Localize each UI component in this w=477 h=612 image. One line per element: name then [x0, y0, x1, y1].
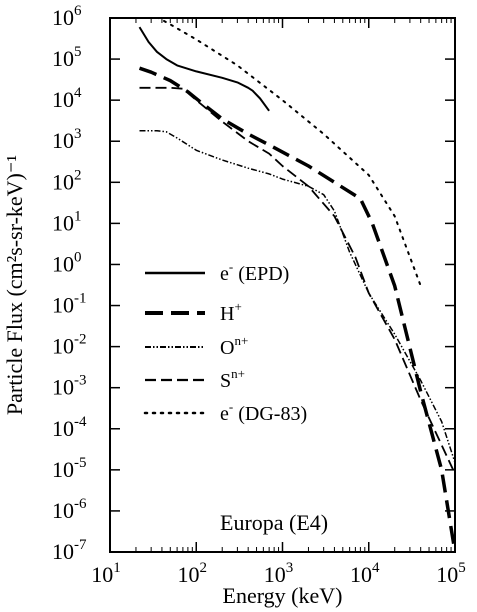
x-tick-label: 102 [178, 560, 208, 587]
ticks-layer: 101 102 103 104 105 106 105 104 103 102 101 100 10-1… [52, 3, 466, 587]
y-tick-label: 100 [52, 249, 82, 276]
y-tick-label: 10-6 [52, 496, 87, 523]
y-tick-label: 105 [52, 44, 82, 71]
x-tick-label: 105 [436, 560, 466, 587]
x-tick-label: 101 [91, 560, 121, 587]
y-tick-label: 10-2 [52, 332, 87, 359]
y-tick-label: 101 [52, 208, 82, 235]
y-tick-label: 104 [52, 85, 82, 112]
y-axis-label: Particle Flux (cm²s-sr-keV)⁻¹ [2, 155, 27, 415]
x-axis-label: Energy (keV) [223, 583, 343, 608]
x-tick-label: 104 [350, 560, 380, 587]
legend-label-1: e- (EPD) [220, 259, 289, 285]
plot-frame [109, 17, 456, 553]
legend-label-4: Sn+ [220, 366, 245, 392]
series-line-4 [139, 86, 455, 475]
series-line-3 [139, 129, 455, 463]
x-tick-label: 103 [264, 560, 294, 587]
series-line-1 [138, 26, 270, 112]
series-layer [138, 18, 455, 552]
y-tick-label: 10-1 [52, 291, 87, 318]
series-line-2 [138, 66, 455, 552]
y-tick-label: 103 [52, 126, 82, 153]
legend: e- (EPD) H+ On+ Sn+ e- (DG-83) [143, 259, 307, 425]
legend-label-2: H+ [220, 299, 242, 325]
y-tick-label: 10-7 [52, 537, 87, 564]
y-tick-label: 102 [52, 167, 82, 194]
y-tick-label: 10-3 [52, 373, 87, 400]
annotation-label: Europa (E4) [220, 510, 328, 535]
y-tick-label: 10-5 [52, 455, 87, 482]
legend-label-3: On+ [220, 333, 248, 359]
y-tick-label: 10-4 [52, 414, 87, 441]
y-tick-label: 106 [52, 3, 82, 30]
legend-label-5: e- (DG-83) [220, 399, 307, 425]
series-line-5 [156, 18, 422, 287]
